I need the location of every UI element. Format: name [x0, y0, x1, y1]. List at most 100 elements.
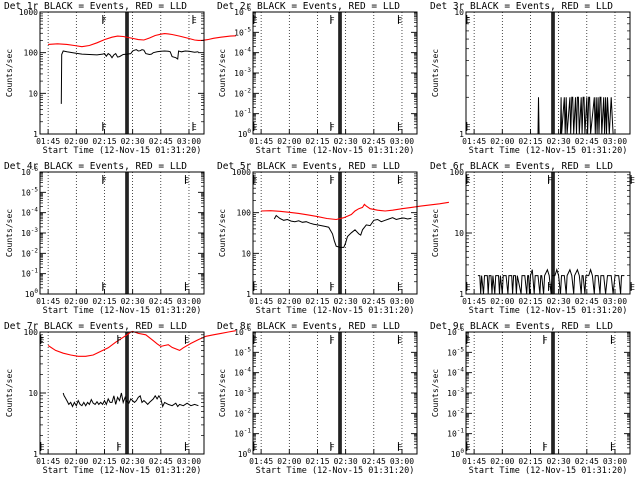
events-series-line: [537, 96, 614, 135]
y-tick-label: 10: [28, 89, 38, 98]
panel-title: Det 4r BLACK = Events, RED = LLD: [4, 161, 187, 172]
y-tick-label: 10-3: [21, 227, 38, 238]
x-tick-label: 03:00: [603, 297, 627, 306]
x-tick-label: 03:00: [177, 297, 201, 306]
x-tick-label: 02:00: [64, 137, 88, 146]
y-axis-label: Counts/sec: [431, 49, 440, 97]
y-tick-label: 10-5: [234, 346, 251, 357]
y-tick-label: 10-6: [234, 6, 251, 17]
y-tick-label: 10-4: [234, 47, 251, 58]
x-axis-label: Start Time (12-Nov-15 01:31:20): [469, 306, 628, 316]
marker-label: E: [466, 443, 471, 452]
marker-label: E: [466, 336, 471, 345]
lld-series-line: [47, 330, 236, 357]
x-tick-label: 02:00: [64, 297, 88, 306]
y-tick-label: 1: [246, 290, 251, 299]
plot-frame: [39, 171, 205, 295]
marker-label: F: [330, 123, 335, 132]
x-tick-label: 01:45: [249, 297, 273, 306]
x-tick-label: 02:30: [334, 137, 358, 146]
x-tick-label: 02:15: [92, 137, 116, 146]
x-tick-label: 02:45: [575, 137, 599, 146]
x-tick-label: 01:45: [462, 457, 486, 466]
marker-label: F: [117, 336, 122, 345]
y-tick-label: 10-5: [234, 26, 251, 37]
y-tick-label: 10: [454, 8, 464, 17]
detector-panel-7: Det 7r BLACK = Events, RED = LLDEEFFEE11…: [4, 321, 236, 476]
y-tick-label: 1: [459, 290, 464, 299]
marker-label: E: [397, 443, 402, 452]
x-tick-label: 02:00: [277, 137, 301, 146]
marker-label: F: [547, 176, 552, 185]
x-tick-label: 02:15: [305, 457, 329, 466]
panel-title: Det 1r BLACK = Events, RED = LLD: [4, 1, 187, 12]
y-tick-label: 1000: [19, 8, 38, 17]
plot-frame: [39, 11, 205, 135]
x-tick-label: 02:15: [92, 457, 116, 466]
detector-panel-5: Det 5r BLACK = Events, RED = LLDEEFFEE11…: [217, 161, 449, 316]
x-tick-label: 01:45: [36, 457, 60, 466]
detector-panel-1: Det 1r BLACK = Events, RED = LLD F F E E 1 10 1…: [4, 1, 236, 156]
x-tick-label: 02:15: [305, 137, 329, 146]
y-tick-label: 10-6: [234, 326, 251, 337]
x-tick-label: 02:00: [490, 297, 514, 306]
x-axis-label: Start Time (12-Nov-15 01:31:20): [43, 306, 202, 316]
y-tick-label: 10-2: [234, 87, 251, 98]
x-tick-label: 01:45: [462, 137, 486, 146]
marker-label: F: [117, 443, 122, 452]
panel-title: Det 9r BLACK = Events, RED = LLD: [430, 321, 613, 332]
y-axis-label: Counts/sec: [218, 49, 227, 97]
detector-panel-3: Det 3r BLACK = Events, RED = LLDEEEE1100…: [430, 1, 631, 156]
marker-label: E: [397, 16, 402, 25]
x-tick-label: 03:00: [603, 457, 627, 466]
y-tick-label: 100: [450, 168, 465, 177]
x-tick-label: 02:00: [277, 297, 301, 306]
x-tick-label: 03:00: [177, 457, 201, 466]
plot-frame: [252, 331, 418, 455]
marker-label: E: [397, 123, 402, 132]
events-series-line: [273, 214, 412, 248]
marker-label: E: [630, 283, 635, 292]
y-tick-label: 100: [451, 448, 465, 459]
y-axis-label: Counts/sec: [431, 209, 440, 257]
marker-label: E: [184, 176, 189, 185]
marker-label: E: [184, 443, 189, 452]
x-tick-label: 02:15: [92, 297, 116, 306]
x-tick-label: 02:45: [575, 297, 599, 306]
events-series-line: [60, 49, 199, 104]
y-axis-label: Counts/sec: [218, 369, 227, 417]
marker-label: E: [610, 336, 615, 345]
events-series-line: [62, 392, 199, 408]
marker-label: E: [253, 123, 258, 132]
x-tick-label: 02:30: [334, 297, 358, 306]
marker-label: E: [184, 283, 189, 292]
y-tick-label: 100: [237, 209, 252, 218]
marker-label: E: [610, 443, 615, 452]
x-tick-label: 03:00: [390, 297, 414, 306]
lld-series-line: [48, 33, 236, 48]
y-tick-label: 10-1: [234, 108, 251, 119]
marker-label: E: [40, 443, 45, 452]
marker-label: E: [192, 16, 197, 25]
detector-panel-6: Det 6r BLACK = Events, RED = LLDEEFFEE11…: [430, 161, 635, 316]
y-tick-label: 10-3: [447, 387, 464, 398]
x-axis-label: Start Time (12-Nov-15 01:31:20): [469, 146, 628, 156]
x-axis-label: Start Time (12-Nov-15 01:31:20): [43, 146, 202, 156]
marker-label: E: [397, 176, 402, 185]
x-tick-label: 02:15: [518, 297, 542, 306]
y-tick-label: 10-4: [234, 367, 251, 378]
marker-label: E: [184, 336, 189, 345]
x-axis-label: Start Time (12-Nov-15 01:31:20): [256, 466, 415, 476]
x-tick-label: 02:00: [490, 137, 514, 146]
marker-label: E: [397, 336, 402, 345]
x-tick-label: 02:45: [575, 457, 599, 466]
marker-label: F: [330, 283, 335, 292]
marker-label: E: [397, 283, 402, 292]
marker-label: E: [253, 16, 258, 25]
x-axis-label: Start Time (12-Nov-15 01:31:20): [256, 146, 415, 156]
lld-series-line: [261, 201, 449, 221]
y-tick-label: 10-6: [21, 166, 38, 177]
marker-label: F: [330, 16, 335, 25]
y-tick-label: 100: [238, 448, 252, 459]
x-tick-label: 01:45: [249, 137, 273, 146]
